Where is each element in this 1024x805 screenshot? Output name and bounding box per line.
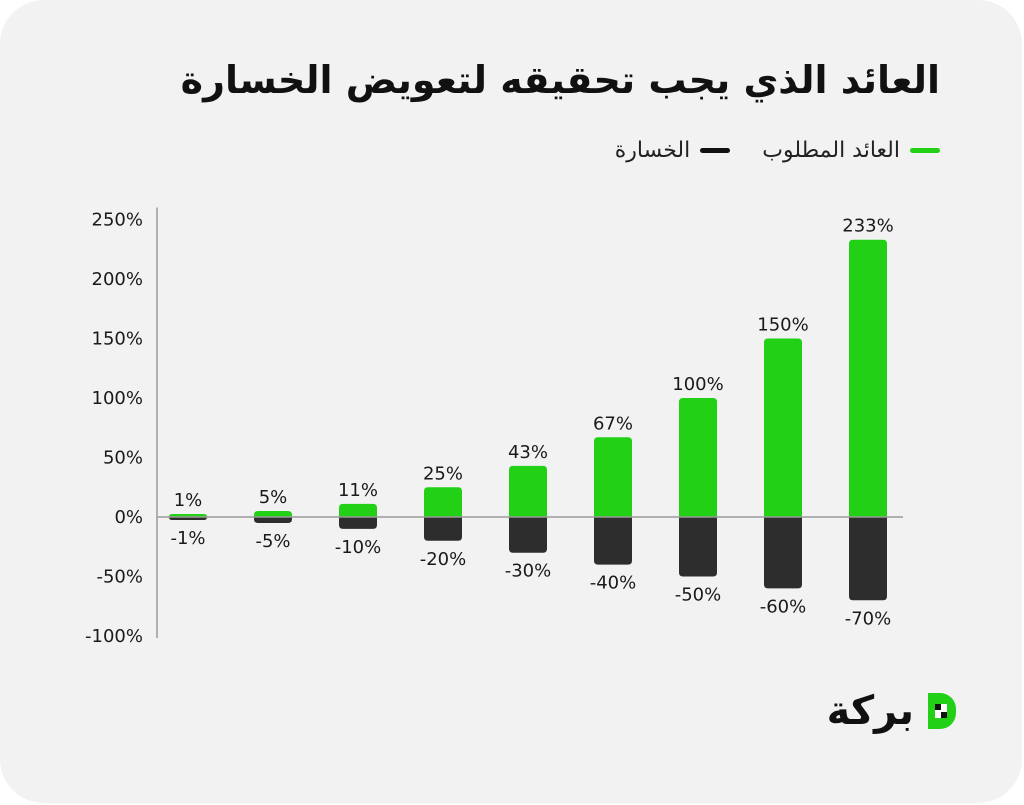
y-tick-label: 150% xyxy=(92,329,143,350)
loss-bar xyxy=(339,517,377,529)
required-return-value-label: 150% xyxy=(757,315,808,336)
y-tick-label: 0% xyxy=(114,507,143,528)
legend-label-required-return: العائد المطلوب xyxy=(762,138,900,163)
required-return-value-label: 233% xyxy=(842,216,893,237)
required-return-bar xyxy=(424,487,462,517)
chart-title: العائد الذي يجب تحقيقه لتعويض الخسارة xyxy=(180,58,940,102)
required-return-value-label: 100% xyxy=(672,374,723,395)
required-return-bar xyxy=(509,465,547,517)
baraka-logo-icon xyxy=(928,693,956,729)
y-tick-label: 100% xyxy=(92,388,143,409)
loss-value-label: -70% xyxy=(845,608,892,629)
y-tick-label: 250% xyxy=(92,210,143,231)
required-return-bar xyxy=(254,511,292,517)
loss-value-label: -30% xyxy=(505,561,552,582)
required-return-bar xyxy=(679,398,717,517)
y-tick-label: 200% xyxy=(92,269,143,290)
legend-label-loss: الخسارة xyxy=(614,138,691,163)
loss-bar xyxy=(764,517,802,589)
loss-bar xyxy=(594,517,632,565)
y-tick-label: 50% xyxy=(103,448,143,469)
loss-value-label: -1% xyxy=(170,528,205,549)
required-return-value-label: 43% xyxy=(508,442,548,463)
y-tick-label: -50% xyxy=(96,567,143,588)
required-return-value-label: 5% xyxy=(259,487,288,508)
y-tick-label: -100% xyxy=(85,626,143,647)
required-return-value-label: 1% xyxy=(174,490,203,511)
logo-text: بركة xyxy=(826,688,914,734)
legend: العائد المطلوب الخسارة xyxy=(615,138,940,163)
loss-value-label: -10% xyxy=(335,537,382,558)
required-return-bar xyxy=(339,503,377,517)
legend-item-loss: الخسارة xyxy=(615,138,731,163)
loss-bar xyxy=(424,517,462,541)
legend-item-required-return: العائد المطلوب xyxy=(762,138,940,163)
legend-swatch-dark xyxy=(700,148,731,153)
loss-value-label: -60% xyxy=(760,596,807,617)
loss-value-label: -5% xyxy=(255,531,290,552)
loss-value-label: -40% xyxy=(590,573,637,594)
loss-value-label: -50% xyxy=(675,585,722,606)
loss-bar xyxy=(849,517,887,601)
logo: بركة xyxy=(827,688,960,734)
legend-swatch-green xyxy=(910,148,940,153)
required-return-bar xyxy=(849,239,887,518)
required-return-bar xyxy=(594,437,632,517)
loss-bar xyxy=(679,517,717,577)
required-return-value-label: 11% xyxy=(338,480,378,501)
required-return-bar xyxy=(764,338,802,517)
loss-bar xyxy=(254,517,292,523)
required-return-value-label: 67% xyxy=(593,413,633,434)
loss-value-label: -20% xyxy=(420,549,467,570)
loss-bar xyxy=(509,517,547,553)
required-return-value-label: 25% xyxy=(423,463,463,484)
